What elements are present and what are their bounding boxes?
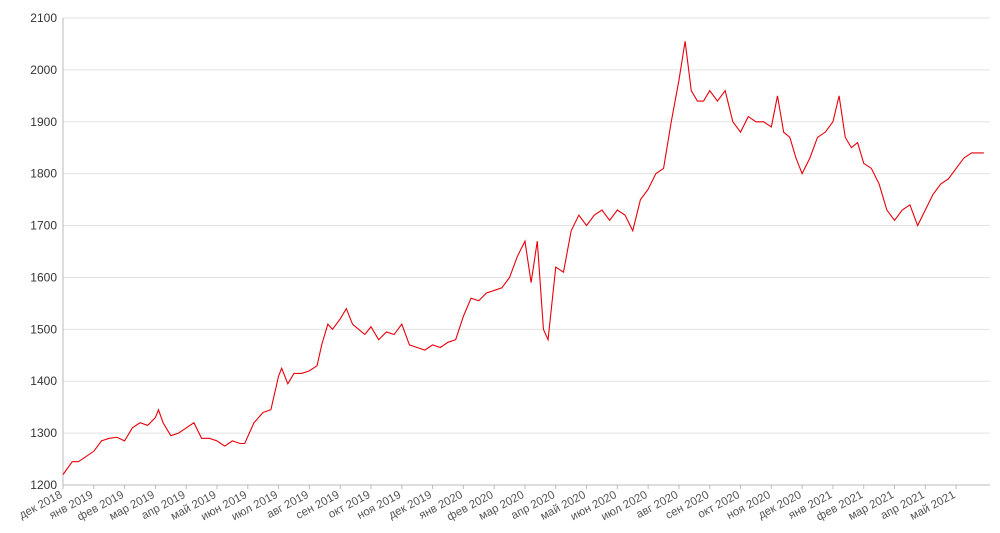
y-tick-label: 1700 — [30, 219, 57, 233]
y-tick-label: 1800 — [30, 167, 57, 181]
y-tick-label: 2100 — [30, 11, 57, 25]
y-tick-label: 1500 — [30, 322, 57, 336]
y-tick-label: 1300 — [30, 426, 57, 440]
y-tick-label: 2000 — [30, 63, 57, 77]
line — [62, 41, 984, 475]
y-tick-label: 1400 — [30, 374, 57, 388]
y-tick-label: 1600 — [30, 270, 57, 284]
y-tick-label: 1900 — [30, 115, 57, 129]
y-tick-label: 1200 — [30, 478, 57, 492]
